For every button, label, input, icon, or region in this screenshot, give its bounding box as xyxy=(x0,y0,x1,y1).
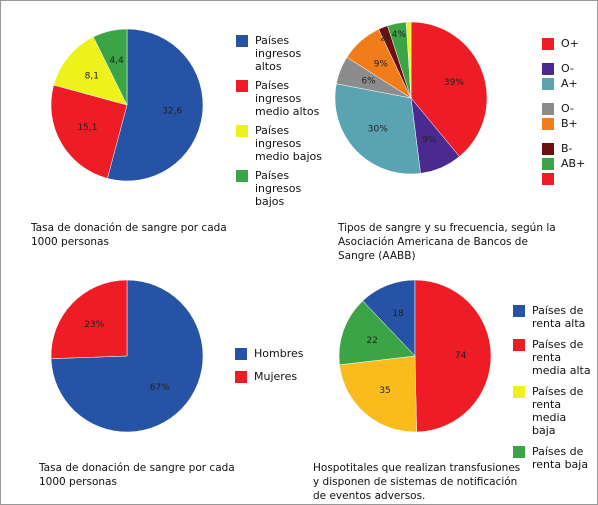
legend-swatch xyxy=(542,63,554,75)
data-label: 8,1 xyxy=(85,72,99,82)
data-label: 9% xyxy=(374,59,389,69)
legend-swatch xyxy=(542,118,554,130)
legend-item: Países de renta media baja xyxy=(513,385,592,437)
data-label: 30% xyxy=(368,125,388,135)
legend-label: Países ingresos medio altos xyxy=(255,79,320,118)
legend-swatch xyxy=(235,371,247,383)
legend: Hombres Mujeres xyxy=(235,347,324,389)
legend: O+ O- A+ O- B+ B- AB+ xyxy=(542,37,597,187)
legend-label: O- xyxy=(561,102,574,115)
legend-item: Países ingresos altos xyxy=(236,34,330,73)
legend-item: A+ xyxy=(542,77,597,90)
pie-slice xyxy=(50,279,204,433)
legend-item: Países de renta media alta xyxy=(513,338,592,377)
data-label: 23% xyxy=(84,320,104,330)
legend-swatch xyxy=(513,305,525,317)
chart-title: Tipos de sangre y su frecuencia, según l… xyxy=(338,222,556,262)
legend-label: Países ingresos medio bajos xyxy=(255,124,322,163)
pie-slice xyxy=(410,21,488,157)
pie-slice xyxy=(50,279,128,359)
data-label: 18 xyxy=(392,309,404,319)
pie-slice xyxy=(405,21,412,99)
legend-swatch xyxy=(513,386,525,398)
legend: Países de renta alta Países de renta medi… xyxy=(513,304,592,479)
legend-swatch xyxy=(236,170,248,182)
legend-item: B+ xyxy=(542,117,597,130)
legend-swatch xyxy=(542,38,554,50)
data-label: 2% xyxy=(380,33,395,43)
legend-label: Países de renta alta xyxy=(532,304,586,330)
pie-slice xyxy=(334,83,421,175)
data-label: 9% xyxy=(422,135,437,145)
data-label: 4,4 xyxy=(109,56,124,66)
legend-item: O- xyxy=(542,102,597,115)
data-label: 39% xyxy=(444,78,464,88)
legend-label: O- xyxy=(561,62,574,75)
legend-item: Mujeres xyxy=(235,370,324,383)
data-label: 35 xyxy=(379,386,390,396)
legend-item: Países de renta baja xyxy=(513,445,592,471)
pie-slice xyxy=(53,36,128,106)
legend-swatch xyxy=(542,173,554,185)
data-label: 22 xyxy=(366,336,377,346)
legend-item: Países de renta alta xyxy=(513,304,592,330)
legend-item xyxy=(542,172,597,185)
legend-label: B+ xyxy=(561,117,578,130)
pie-slice xyxy=(414,279,492,433)
legend-label: B- xyxy=(561,142,573,155)
legend-swatch xyxy=(513,446,525,458)
legend-label: Países ingresos bajos xyxy=(255,169,302,208)
chart-title: Tasa de donación de sangre por cada 1000… xyxy=(39,462,235,488)
legend-swatch xyxy=(236,125,248,137)
pie-slice xyxy=(338,300,416,366)
legend-item: O- xyxy=(542,62,597,75)
legend: Países ingresos altos Países ingresos med… xyxy=(236,34,330,214)
legend-swatch xyxy=(542,78,554,90)
legend-swatch xyxy=(236,35,248,47)
legend-label: AB+ xyxy=(561,157,586,170)
legend-item: Hombres xyxy=(235,347,324,360)
legend-item: O+ xyxy=(542,37,597,50)
pie-slice xyxy=(92,28,128,106)
legend-label: Países de renta media baja xyxy=(532,385,584,437)
data-label: 67% xyxy=(150,383,170,393)
legend-item: B- xyxy=(542,142,597,155)
legend-swatch xyxy=(235,348,247,360)
chart-title: Tasa de donación de sangre por cada 1000… xyxy=(31,222,227,248)
data-label: 74 xyxy=(455,351,467,361)
legend-swatch xyxy=(542,103,554,115)
legend-label: Mujeres xyxy=(254,370,298,383)
legend-item: Países ingresos medio altos xyxy=(236,79,330,118)
legend-label: O+ xyxy=(561,37,579,50)
legend-label: Países ingresos altos xyxy=(255,34,302,73)
legend-swatch xyxy=(513,339,525,351)
legend-label: Hombres xyxy=(254,347,304,360)
data-label: 15,1 xyxy=(77,123,97,133)
legend-label: Países de renta media alta xyxy=(532,338,591,377)
legend-swatch xyxy=(236,80,248,92)
pie-slice xyxy=(339,355,417,433)
legend-item: AB+ xyxy=(542,157,597,170)
legend-item: Países ingresos bajos xyxy=(236,169,330,208)
legend-swatch xyxy=(542,158,554,170)
data-label: 6% xyxy=(361,77,376,87)
data-label: 4% xyxy=(392,30,407,40)
pie-slice xyxy=(107,28,204,182)
legend-swatch xyxy=(542,143,554,155)
legend-label: A+ xyxy=(561,77,578,90)
legend-item: Países ingresos medio bajos xyxy=(236,124,330,163)
chart-title: Hospotitales que realizan transfusiones … xyxy=(313,462,521,502)
data-label: 32,6 xyxy=(162,106,182,116)
legend-label: Países de renta baja xyxy=(532,445,589,471)
pie-slice xyxy=(50,84,128,179)
